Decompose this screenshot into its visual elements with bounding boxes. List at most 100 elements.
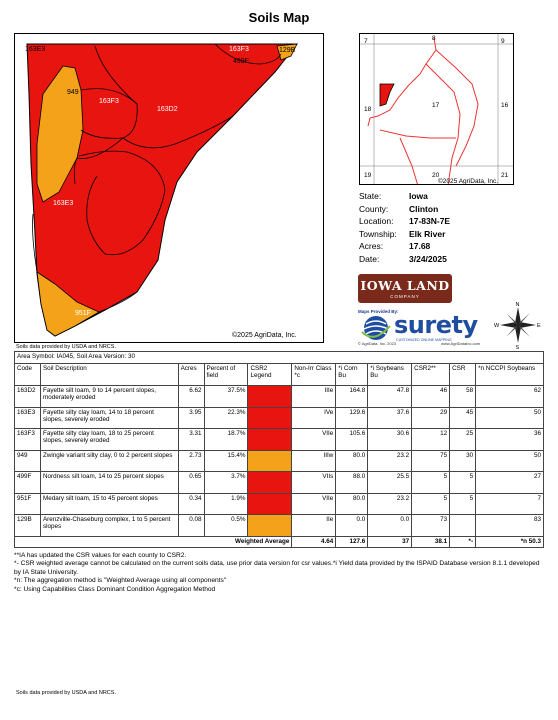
map-label-163f3-top: 163F3	[229, 46, 249, 53]
field-info: State: Iowa County: Clinton Location: 17-83…	[359, 190, 519, 265]
csr2-legend-swatch	[247, 514, 293, 537]
cell-soy: 30.6	[367, 428, 413, 451]
weighted-corn: 127.6	[335, 535, 369, 548]
table-row: 949 Zwingle variant silty clay, 0 to 2 pe…	[14, 449, 544, 472]
cell-class: IIIw	[291, 449, 337, 472]
cell-class: VIIe	[291, 428, 337, 451]
map-label-163f3-mid: 163F3	[99, 98, 119, 105]
header-percent: Percent of field	[203, 363, 249, 386]
cell-acres: 6.62	[177, 385, 205, 408]
cell-nccpi: 50	[475, 406, 544, 429]
surety-copyright: © AgriData, Inc. 2023	[358, 341, 397, 346]
info-acres: Acres: 17.68	[359, 241, 431, 252]
soil-region-949	[36, 65, 84, 203]
cell-class: IIe	[291, 514, 337, 537]
cell-nccpi: 36	[475, 428, 544, 451]
section-7: 7	[364, 38, 368, 45]
cell-csr2: 5	[411, 471, 451, 494]
map-label-163e3-mid: 163E3	[53, 200, 74, 207]
map-label-163e3-top: 163E3	[25, 46, 46, 53]
header-acres: Acres	[177, 363, 205, 386]
location-map-copyright: ©2025 AgriData, Inc.	[438, 178, 499, 185]
csr2-legend-swatch	[247, 471, 293, 494]
cell-csr: 58	[449, 385, 477, 408]
cell-corn: 129.6	[335, 406, 369, 429]
cell-corn: 80.0	[335, 449, 369, 472]
soil-region-129b	[276, 43, 298, 61]
info-township: Township: Elk River	[359, 228, 446, 239]
surety-globe-icon	[361, 316, 391, 340]
map-label-949: 949	[67, 89, 79, 96]
map-copyright: ©2025 AgriData, Inc.	[232, 332, 297, 339]
header-csr2: CSR2**	[411, 363, 451, 386]
section-16: 16	[501, 102, 509, 109]
cell-csr2: 75	[411, 449, 451, 472]
svg-text:N: N	[516, 302, 520, 308]
svg-text:W: W	[494, 323, 500, 329]
section-8: 8	[432, 35, 436, 42]
cell-soy: 0.0	[367, 514, 413, 537]
cell-code: 129B	[14, 514, 41, 537]
area-symbol: Area Symbol: IA045, Soil Area Version: 3…	[14, 351, 544, 364]
header-csr: CSR	[449, 363, 477, 386]
cell-code: 949	[14, 449, 41, 472]
cell-corn: 0.0	[335, 514, 369, 537]
cell-description: Fayette silty clay loam, 14 to 18 percen…	[39, 406, 179, 429]
weighted-average-row: Weighted Average 4.64 127.6 37 38.1 *- *…	[13, 535, 544, 548]
cell-description: Fayette silty clay loam, 18 to 25 percen…	[39, 428, 179, 451]
svg-text:E: E	[537, 323, 541, 329]
iowa-land-logo: IOWA LAND COMPANY	[358, 274, 452, 303]
cell-acres: 3.95	[177, 406, 205, 429]
surety-logo: surety CUSTOMIZED ONLINE MAPPING	[358, 311, 488, 344]
soils-credit-top: Soils data provided by USDA and NRCS.	[16, 344, 116, 350]
maps-provided-by: Maps Provided By:	[358, 309, 399, 314]
table-row: 129B Arenzville-Chaseburg complex, 1 to 5…	[14, 514, 544, 537]
cell-nccpi: 62	[475, 385, 544, 408]
cell-description: Zwingle variant silty clay, 0 to 2 perce…	[39, 449, 179, 472]
section-20: 20	[432, 172, 440, 179]
cell-percent: 3.7%	[203, 471, 249, 494]
cell-code: 163F3	[14, 428, 41, 451]
header-description: Soil Description	[39, 363, 179, 386]
cell-csr: 5	[449, 492, 477, 515]
csr2-legend-swatch	[247, 385, 293, 408]
soils-table: Area Symbol: IA045, Soil Area Version: 3…	[13, 351, 544, 548]
note-1: **IA has updated the CSR values for each…	[14, 552, 187, 559]
soil-region-lower-orange	[36, 271, 100, 337]
surety-website: www.AgriDataInc.com	[441, 341, 481, 346]
table-row: 163D2 Fayette silt loam, 9 to 14 percent …	[14, 385, 544, 408]
cell-class: VIIe	[291, 492, 337, 515]
cell-corn: 80.0	[335, 492, 369, 515]
cell-percent: 22.3%	[203, 406, 249, 429]
weighted-soy: 37	[367, 535, 413, 548]
cell-class: IIIe	[291, 385, 337, 408]
cell-csr2: 46	[411, 385, 451, 408]
cell-code: 163E3	[14, 406, 41, 429]
cell-csr: 5	[449, 471, 477, 494]
section-19: 19	[364, 172, 372, 179]
cell-acres: 0.34	[177, 492, 205, 515]
cell-corn: 105.6	[335, 428, 369, 451]
cell-description: Medary silt loam, 15 to 45 percent slope…	[39, 492, 179, 515]
compass-rose-icon: N S E W	[494, 301, 542, 351]
weighted-csr2: 38.1	[411, 535, 451, 548]
cell-csr: 30	[449, 449, 477, 472]
table-row: 951F Medary silt loam, 15 to 45 percent s…	[14, 492, 544, 515]
cell-corn: 88.0	[335, 471, 369, 494]
note-4: *c: Using Capabilities Class Dominant Co…	[14, 585, 216, 593]
cell-percent: 18.7%	[203, 428, 249, 451]
csr2-legend-swatch	[247, 449, 293, 472]
location-map-drawing	[360, 34, 513, 184]
csr2-legend-swatch	[247, 492, 293, 515]
map-label-163d2: 163D2	[157, 106, 178, 113]
cell-acres: 3.31	[177, 428, 205, 451]
footnotes: **IA has updated the CSR values for each…	[14, 552, 544, 594]
cell-soy: 23.2	[367, 492, 413, 515]
cell-percent: 37.5%	[203, 385, 249, 408]
weighted-csr: *-	[449, 535, 477, 548]
cell-csr2: 73	[411, 514, 451, 537]
cell-acres: 2.73	[177, 449, 205, 472]
map-label-129b: 129B	[279, 47, 296, 54]
cell-csr	[449, 514, 477, 537]
cell-acres: 0.08	[177, 514, 205, 537]
